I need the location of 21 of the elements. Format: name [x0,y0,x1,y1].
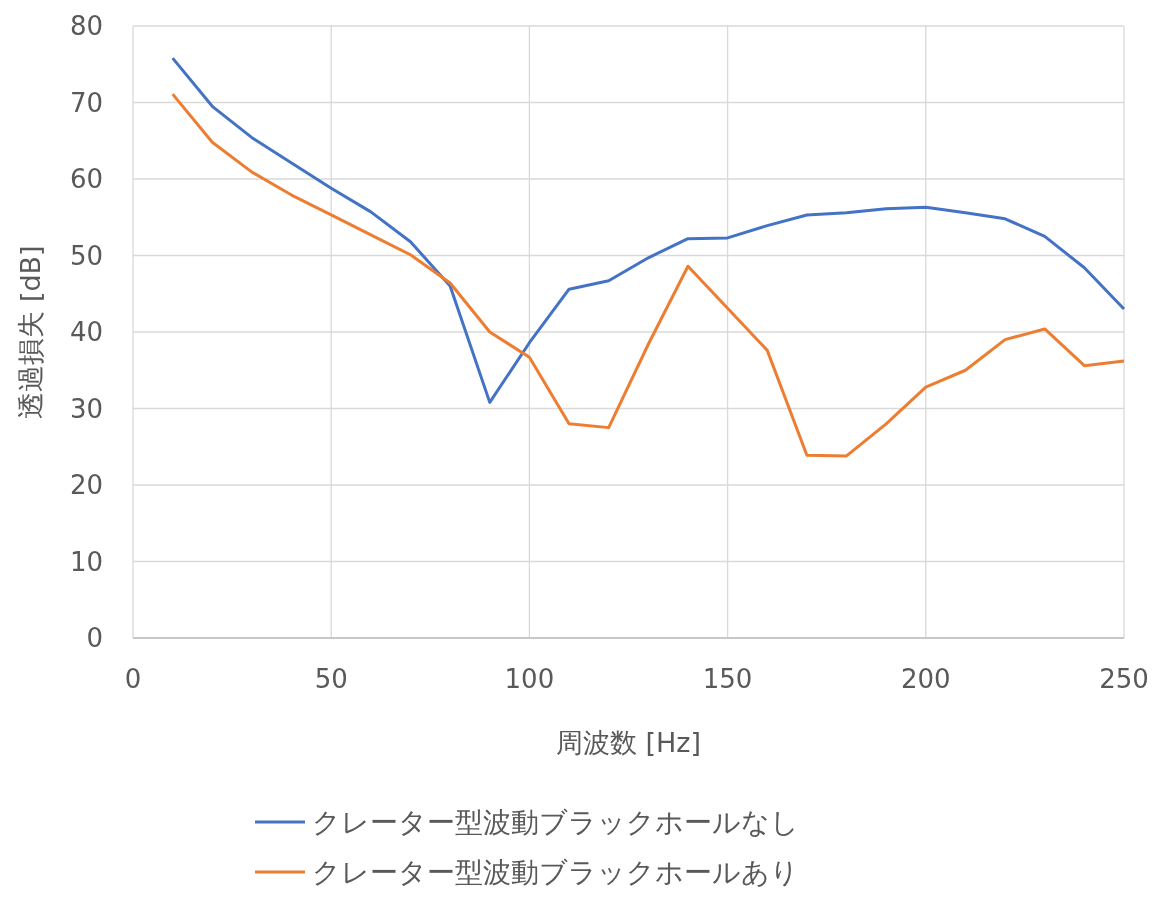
line-series [171,56,1126,404]
x-tick-label: 0 [124,664,142,694]
y-tick-label: 20 [69,470,103,500]
y-tick-label: 80 [69,11,103,41]
y-tick-label: 60 [69,164,103,194]
y-tick-label: 70 [69,87,103,118]
legend-label: クレーター型波動ブラックホールあり [312,855,799,889]
y-tick-label: 40 [69,317,103,347]
x-tick-label: 50 [314,664,348,694]
x-tick-label: 150 [702,664,753,694]
y-axis-title: 透過損失 [dB] [15,245,46,419]
y-tick-label: 10 [69,546,103,577]
y-tick-label: 30 [69,393,103,424]
x-tick-label: 250 [1099,664,1149,694]
y-tick-label: 50 [69,240,103,271]
x-tick-label: 100 [504,664,555,694]
y-tick-label: 0 [86,623,103,653]
x-axis-title: 周波数 [Hz] [555,727,702,758]
x-tick-label: 200 [900,664,951,694]
line-series [171,92,1126,458]
legend-label: クレーター型波動ブラックホールなし [312,805,799,839]
